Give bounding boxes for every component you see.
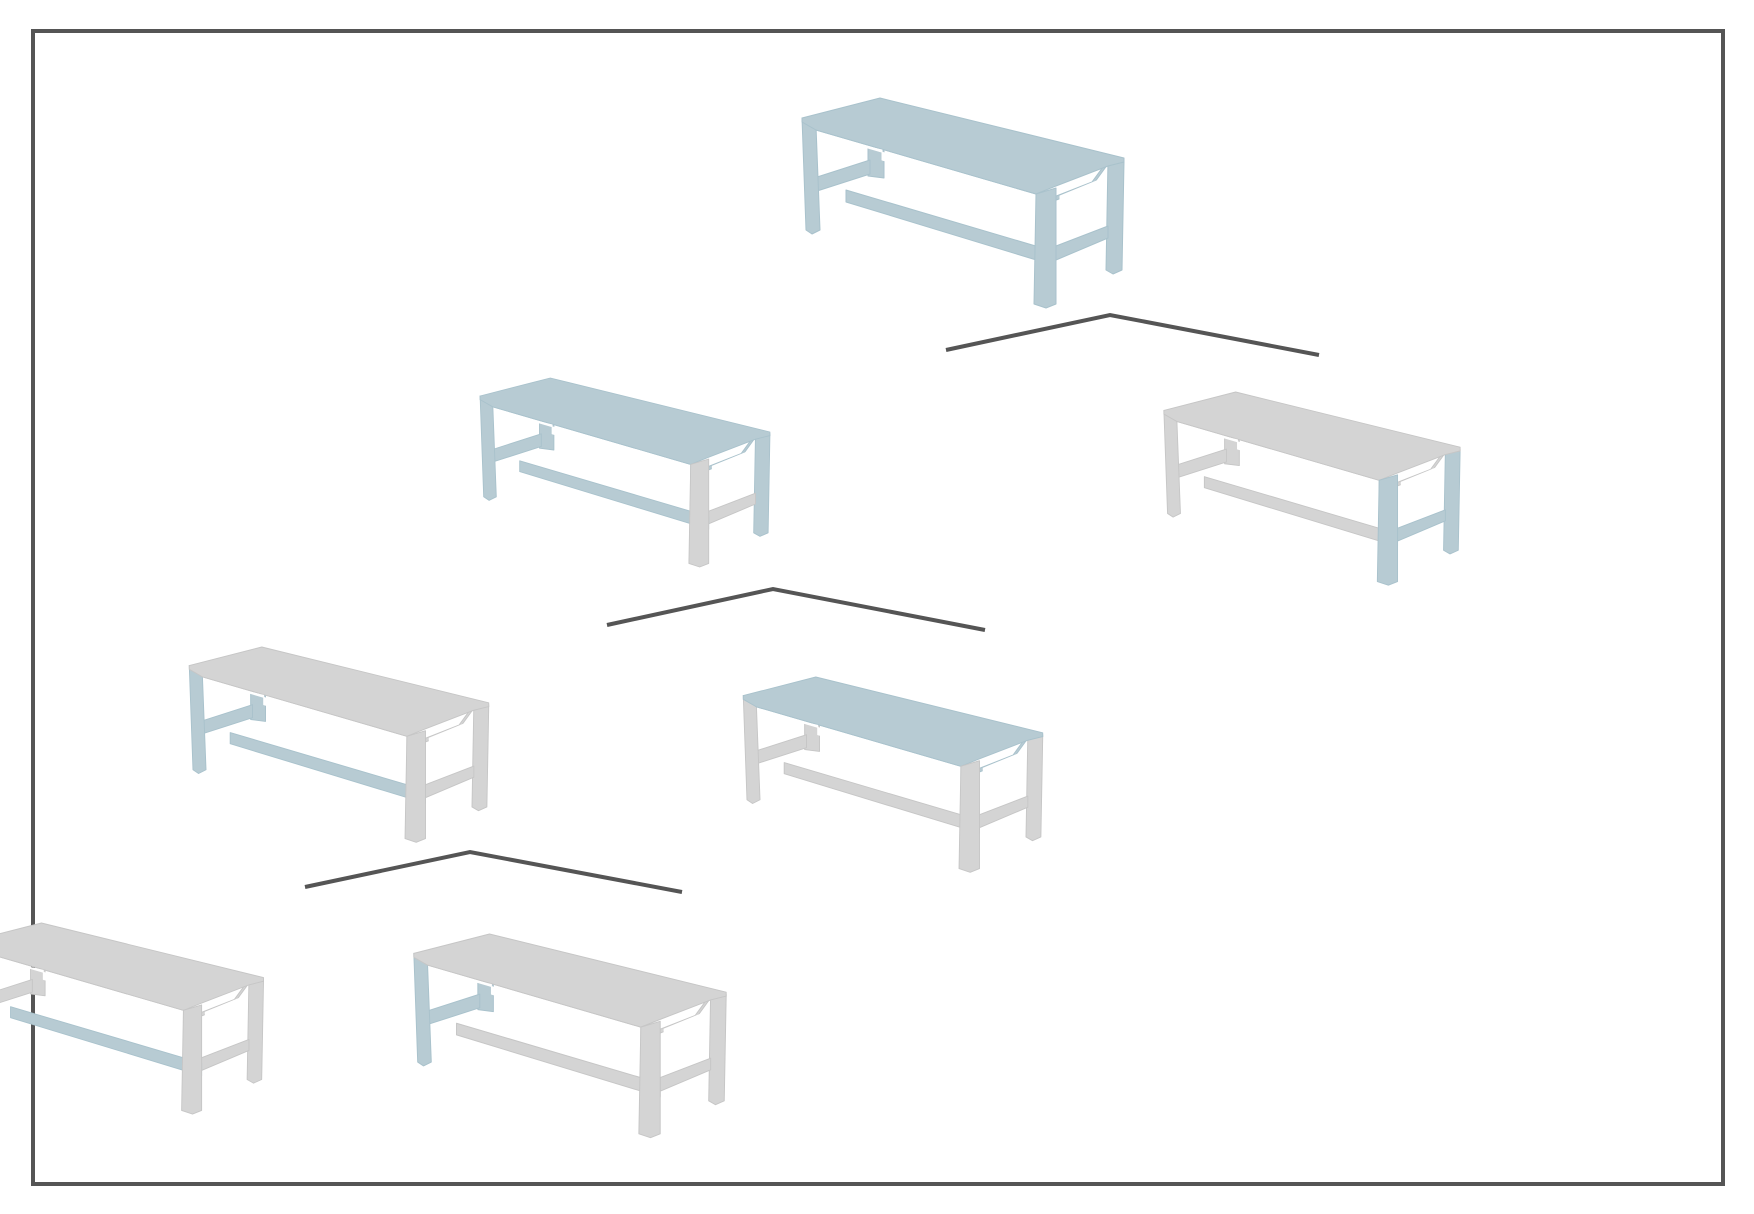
opening-left-left-1 — [495, 409, 688, 473]
front-right-leg-right-2 — [958, 760, 980, 873]
opening-right-root — [1059, 177, 1105, 241]
front-right-leg-right-3 — [638, 1020, 661, 1139]
bench-node-left-3 — [0, 922, 264, 1115]
bench-node-right-2 — [742, 676, 1044, 873]
bench-node-right-3 — [413, 933, 727, 1139]
front-right-leg-left-1 — [688, 458, 710, 568]
bench-node-root — [801, 97, 1125, 309]
table-top-right-3 — [413, 933, 727, 1028]
table-top-left-3 — [0, 922, 264, 1011]
opening-right-right-1 — [1400, 465, 1443, 524]
tree-connector-left-1 — [606, 586, 986, 632]
front-left-leg-right-2 — [742, 695, 761, 804]
back-right-leg-root — [1105, 159, 1125, 275]
front-left-leg-left-2 — [188, 665, 207, 774]
front-left-leg-right-3 — [413, 952, 432, 1067]
table-top-right-2 — [742, 676, 1044, 767]
table-top-left-2 — [188, 646, 490, 737]
opening-left-left-3 — [0, 959, 181, 1019]
bench-node-right-1 — [1163, 391, 1461, 586]
opening-right-right-2 — [982, 750, 1025, 810]
table-top-left-1 — [479, 377, 771, 465]
front-left-leg-left-1 — [479, 395, 497, 501]
opening-left-right-3 — [430, 968, 638, 1036]
opening-right-right-3 — [663, 1011, 708, 1073]
tree-connector-left-2 — [304, 849, 683, 894]
front-right-leg-right-1 — [1376, 474, 1399, 586]
back-right-leg-left-2 — [471, 704, 490, 812]
front-left-leg-right-1 — [1163, 409, 1181, 518]
front-right-leg-root — [1033, 187, 1057, 309]
table-top-root — [801, 97, 1125, 195]
opening-left-root — [819, 133, 1033, 203]
front-right-leg-left-3 — [181, 1004, 203, 1115]
opening-left-right-1 — [1179, 424, 1376, 489]
back-right-leg-left-1 — [753, 433, 771, 537]
bench-node-left-2 — [188, 646, 490, 843]
front-left-leg-root — [801, 117, 821, 235]
opening-left-right-2 — [759, 710, 958, 775]
left-side-stretcher-left-3 — [0, 978, 33, 1004]
back-right-leg-left-3 — [246, 978, 264, 1084]
bench-node-left-1 — [479, 377, 771, 568]
front-right-leg-left-2 — [404, 730, 426, 843]
tree-connector-root — [945, 312, 1320, 357]
opening-left-left-2 — [205, 680, 404, 745]
back-right-leg-right-1 — [1443, 448, 1461, 555]
diagram-frame — [31, 29, 1725, 1186]
back-right-leg-right-2 — [1025, 734, 1044, 842]
back-right-leg-right-3 — [708, 993, 727, 1106]
tree-edges — [304, 312, 1320, 894]
opening-right-left-3 — [204, 995, 246, 1053]
opening-right-left-2 — [428, 720, 471, 780]
opening-right-left-1 — [711, 449, 753, 507]
table-top-right-1 — [1163, 391, 1461, 481]
tree-nodes — [0, 97, 1461, 1139]
